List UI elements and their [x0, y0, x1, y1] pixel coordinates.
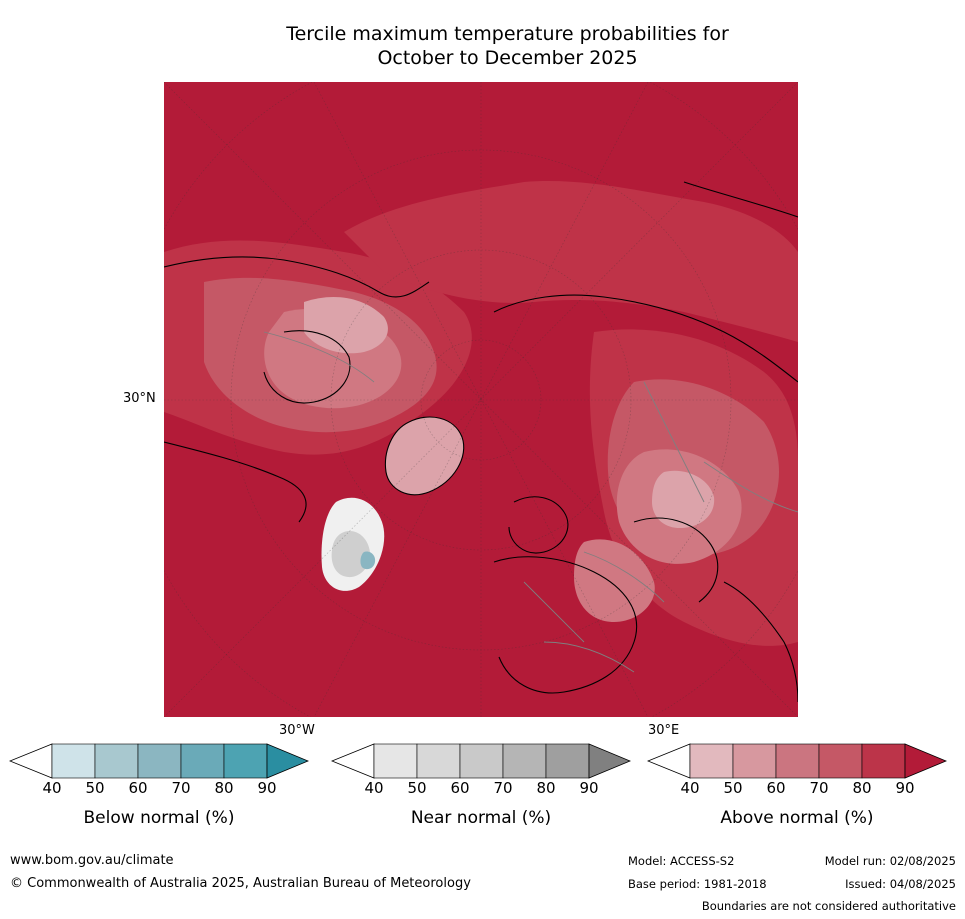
- longitude-label-west: 30°W: [279, 723, 315, 738]
- colorbar-below-ticks: 40 50 60 70 80 90: [9, 779, 309, 799]
- below-segment-0: [51, 743, 96, 779]
- near-extend-high: [588, 743, 631, 779]
- graticule: [164, 82, 798, 717]
- tick-below-80: 80: [214, 779, 234, 797]
- above-extend-high: [904, 743, 947, 779]
- region-high-north: [344, 181, 798, 342]
- tick-near-40: 40: [364, 779, 384, 797]
- tick-near-80: 80: [536, 779, 556, 797]
- near-segment-2: [459, 743, 504, 779]
- tick-above-90: 90: [895, 779, 915, 797]
- map-title: Tercile maximum temperature probabilitie…: [0, 22, 965, 70]
- tick-below-90: 90: [257, 779, 277, 797]
- tick-near-50: 50: [407, 779, 427, 797]
- colorbar-above: 40 50 60 70 80 90: [647, 743, 947, 799]
- region-below-atlantic: [360, 551, 376, 570]
- title-line-2: October to December 2025: [377, 47, 638, 69]
- colorbar-below: 40 50 60 70 80 90: [9, 743, 309, 799]
- colorbar-above-label: Above normal (%): [720, 808, 874, 828]
- footer-model: Model: ACCESS-S2: [628, 854, 735, 868]
- colorbar-above-ticks: 40 50 60 70 80 90: [647, 779, 947, 799]
- colorbar-near-label: Near normal (%): [410, 808, 552, 828]
- near-segment-4: [545, 743, 590, 779]
- colorbar-below-graphic: [9, 743, 309, 779]
- footer-base-period: Base period: 1981-2018: [628, 877, 767, 891]
- footer-copyright: © Commonwealth of Australia 2025, Austra…: [10, 876, 471, 891]
- colorbar-below-label: Below normal (%): [83, 808, 235, 828]
- above-segment-1: [732, 743, 777, 779]
- above-segment-2: [775, 743, 820, 779]
- title-line-1: Tercile maximum temperature probabilitie…: [286, 23, 729, 45]
- near-segment-0: [373, 743, 418, 779]
- tick-near-70: 70: [493, 779, 513, 797]
- below-extend-low: [9, 743, 53, 779]
- colorbar-near-ticks: 40 50 60 70 80 90: [331, 779, 631, 799]
- above-segment-3: [818, 743, 863, 779]
- latitude-label: 30°N: [123, 391, 156, 406]
- boundaries: [263, 331, 798, 673]
- region-pale-east: [652, 470, 715, 529]
- tick-below-60: 60: [128, 779, 148, 797]
- above-segment-4: [861, 743, 906, 779]
- below-segment-3: [180, 743, 225, 779]
- tick-below-70: 70: [171, 779, 191, 797]
- tick-above-70: 70: [809, 779, 829, 797]
- region-grey-atlantic: [331, 531, 371, 578]
- coastlines: [164, 181, 798, 703]
- below-segment-2: [137, 743, 182, 779]
- near-segment-1: [416, 743, 461, 779]
- near-segment-3: [502, 743, 547, 779]
- tick-near-60: 60: [450, 779, 470, 797]
- below-extend-high: [266, 743, 309, 779]
- tick-above-80: 80: [852, 779, 872, 797]
- above-extend-low: [647, 743, 691, 779]
- above-segment-0: [689, 743, 734, 779]
- below-segment-4: [223, 743, 268, 779]
- near-extend-low: [331, 743, 375, 779]
- region-pale-greenland: [385, 417, 464, 495]
- tick-near-90: 90: [579, 779, 599, 797]
- footer-website: www.bom.gov.au/climate: [10, 853, 174, 868]
- tick-above-60: 60: [766, 779, 786, 797]
- tick-above-40: 40: [680, 779, 700, 797]
- tick-below-50: 50: [85, 779, 105, 797]
- footer-disclaimer: Boundaries are not considered authoritat…: [701, 899, 956, 913]
- probability-map: [164, 82, 798, 717]
- footer-issued: Issued: 04/08/2025: [845, 877, 956, 891]
- colorbar-above-graphic: [647, 743, 947, 779]
- below-segment-1: [94, 743, 139, 779]
- region-pale-hudson: [304, 297, 388, 354]
- longitude-label-east: 30°E: [648, 723, 680, 738]
- tick-below-40: 40: [42, 779, 62, 797]
- tick-above-50: 50: [723, 779, 743, 797]
- footer-model-run: Model run: 02/08/2025: [824, 854, 956, 868]
- colorbar-near-graphic: [331, 743, 631, 779]
- map-graphic: [164, 82, 798, 717]
- colorbar-near: 40 50 60 70 80 90: [331, 743, 631, 799]
- region-low-europe: [574, 539, 655, 622]
